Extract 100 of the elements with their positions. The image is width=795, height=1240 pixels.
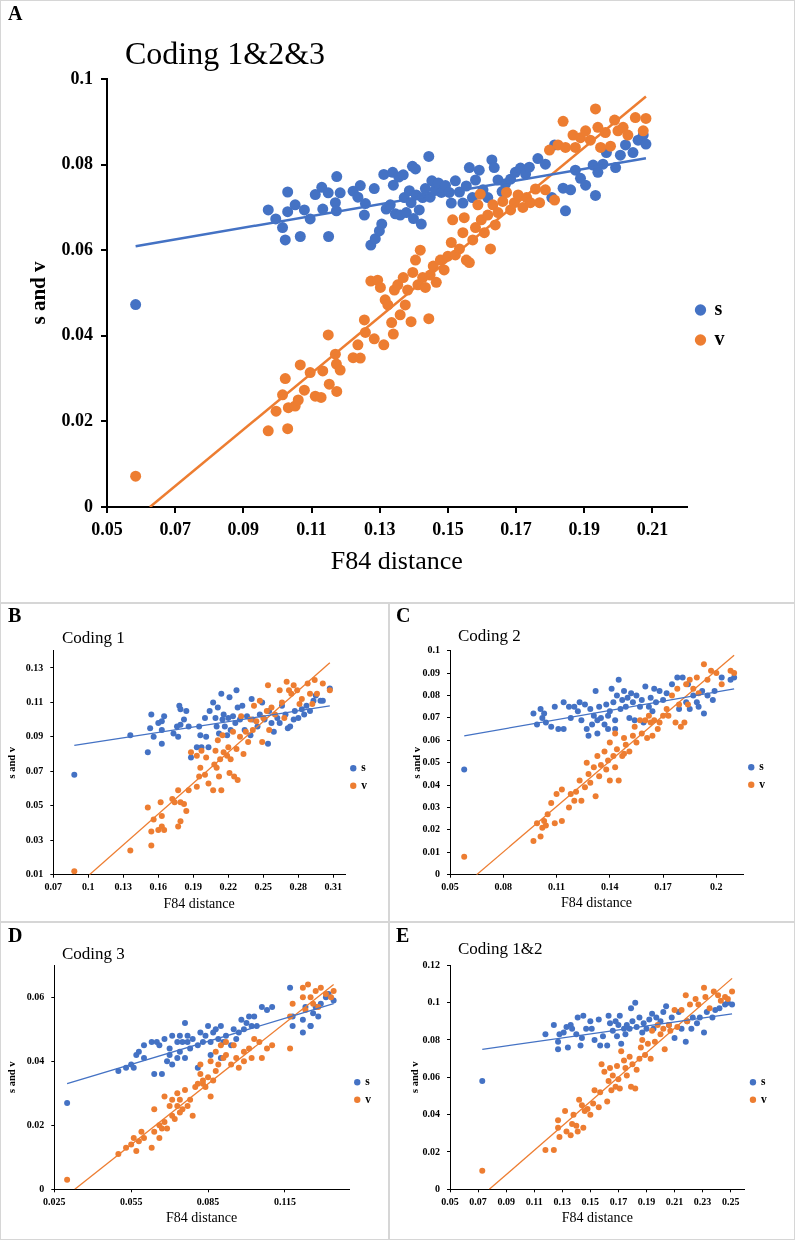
x-axis-title: F84 distance bbox=[560, 894, 633, 910]
x-tick-label: 0.08 bbox=[494, 881, 513, 893]
legend-label: v bbox=[759, 777, 766, 790]
x-tick-label: 0.19 bbox=[568, 519, 600, 540]
y-tick-label: 0.12 bbox=[422, 958, 440, 970]
x-tick-label: 0.055 bbox=[119, 1195, 143, 1207]
x-tick-label: 0.13 bbox=[553, 1195, 572, 1207]
y-tick-label: 0.05 bbox=[25, 799, 44, 811]
y-tick-label: 0 bbox=[84, 495, 93, 516]
chart-title: Coding 1&2&3 bbox=[125, 35, 326, 71]
x-tick-label: 0.17 bbox=[609, 1195, 628, 1207]
legend-label: v bbox=[714, 327, 725, 350]
x-tick-label: 0.22 bbox=[219, 881, 238, 893]
x-tick-label: 0.17 bbox=[654, 881, 672, 893]
x-tick-label: 0.11 bbox=[296, 519, 327, 540]
x-tick-label: 0.23 bbox=[693, 1195, 712, 1207]
x-tick-label: 0.025 bbox=[43, 1195, 66, 1207]
y-tick-label: 0.06 bbox=[61, 238, 93, 259]
y-axis-title: s and v bbox=[26, 260, 51, 325]
x-axis-title: F84 distance bbox=[163, 895, 235, 911]
y-tick-label: 0.04 bbox=[61, 324, 93, 345]
y-tick-label: 0.1 bbox=[427, 644, 440, 656]
text: B bbox=[8, 604, 22, 626]
y-tick-label: 0.01 bbox=[422, 845, 440, 857]
x-tick-label: 0.05 bbox=[91, 519, 123, 540]
y-tick-label: 0.06 bbox=[26, 990, 45, 1002]
y-axis-title: s and v bbox=[5, 746, 17, 779]
y-tick-label: 0.07 bbox=[422, 711, 440, 723]
x-tick-label: 0.25 bbox=[721, 1195, 740, 1207]
legend-label: s bbox=[365, 1075, 371, 1088]
x-tick-label: 0.13 bbox=[363, 519, 396, 540]
chart-title: Coding 3 bbox=[62, 943, 125, 963]
y-tick-label: 0.02 bbox=[26, 1118, 45, 1130]
legend-label: v bbox=[760, 1092, 767, 1105]
x-tick-label: 0.07 bbox=[44, 881, 63, 893]
legend-label: v bbox=[361, 778, 368, 791]
y-tick-label: 0.04 bbox=[422, 1108, 440, 1120]
y-tick-label: 0.06 bbox=[422, 733, 440, 745]
x-tick-label: 0.07 bbox=[159, 519, 191, 540]
x-tick-label: 0.21 bbox=[665, 1195, 684, 1207]
x-tick-label: 0.09 bbox=[227, 519, 260, 540]
y-axis-title: s and v bbox=[408, 1060, 420, 1094]
y-tick-label: 0.11 bbox=[26, 695, 44, 707]
y-tick-label: 0.02 bbox=[61, 410, 93, 431]
text: E bbox=[396, 924, 410, 946]
y-tick-label: 0.04 bbox=[26, 1054, 45, 1066]
y-tick-label: 0.02 bbox=[422, 1145, 440, 1157]
y-tick-label: 0.09 bbox=[422, 666, 440, 678]
legend-label: s bbox=[759, 760, 765, 773]
y-tick-label: 0 bbox=[435, 1182, 440, 1194]
x-tick-label: 0.07 bbox=[469, 1195, 487, 1207]
y-tick-label: 0.09 bbox=[25, 730, 44, 742]
y-tick-label: 0.1 bbox=[427, 996, 440, 1008]
x-tick-label: 0.19 bbox=[184, 881, 203, 893]
y-tick-label: 0.08 bbox=[61, 153, 93, 174]
x-tick-label: 0.15 bbox=[432, 519, 464, 540]
chart-title: Coding 1 bbox=[62, 627, 125, 647]
legend-label: s bbox=[361, 761, 367, 774]
y-axis-title: s and v bbox=[410, 746, 422, 779]
y-axis-title: s and v bbox=[5, 1060, 17, 1094]
text: C bbox=[396, 604, 411, 626]
y-tick-label: 0.03 bbox=[25, 833, 44, 845]
x-tick-label: 0.28 bbox=[289, 881, 308, 893]
x-tick-label: 0.085 bbox=[196, 1195, 220, 1207]
x-tick-label: 0.13 bbox=[114, 881, 133, 893]
text: D bbox=[8, 924, 23, 946]
y-tick-label: 0.03 bbox=[422, 801, 440, 813]
x-tick-label: 0.25 bbox=[254, 881, 273, 893]
legend-label: s bbox=[760, 1075, 766, 1088]
x-tick-label: 0.17 bbox=[500, 519, 532, 540]
y-tick-label: 0.04 bbox=[422, 778, 440, 790]
x-tick-label: 0.09 bbox=[497, 1195, 515, 1207]
y-tick-label: 0.1 bbox=[70, 67, 93, 88]
y-tick-label: 0.07 bbox=[25, 764, 44, 776]
legend-label: s bbox=[714, 297, 723, 320]
x-tick-label: 0.21 bbox=[636, 519, 669, 540]
chart-title: Coding 1&2 bbox=[458, 938, 543, 958]
y-tick-label: 0 bbox=[39, 1182, 45, 1194]
x-tick-label: 0.14 bbox=[601, 881, 619, 893]
x-tick-label: 0.16 bbox=[149, 881, 168, 893]
x-tick-label: 0.15 bbox=[581, 1195, 600, 1207]
y-tick-label: 0 bbox=[435, 868, 440, 880]
y-tick-label: 0.06 bbox=[422, 1070, 440, 1082]
chart-title: Coding 2 bbox=[458, 625, 521, 645]
legend-label: v bbox=[365, 1092, 372, 1105]
x-axis-title: F84 distance bbox=[330, 545, 463, 575]
text: A bbox=[8, 2, 23, 24]
y-tick-label: 0.05 bbox=[422, 756, 440, 768]
x-axis-title: F84 distance bbox=[166, 1209, 238, 1225]
y-tick-label: 0.01 bbox=[25, 868, 44, 880]
x-tick-label: 0.31 bbox=[324, 881, 343, 893]
x-tick-label: 0.11 bbox=[548, 881, 566, 893]
y-tick-label: 0.13 bbox=[25, 661, 44, 673]
x-axis-title: F84 distance bbox=[561, 1209, 633, 1225]
y-tick-label: 0.02 bbox=[422, 823, 440, 835]
x-tick-label: 0.11 bbox=[525, 1195, 543, 1207]
y-tick-label: 0.08 bbox=[422, 689, 440, 701]
x-tick-label: 0.2 bbox=[710, 881, 723, 893]
y-tick-label: 0.08 bbox=[422, 1033, 440, 1045]
x-tick-label: 0.19 bbox=[637, 1195, 656, 1207]
